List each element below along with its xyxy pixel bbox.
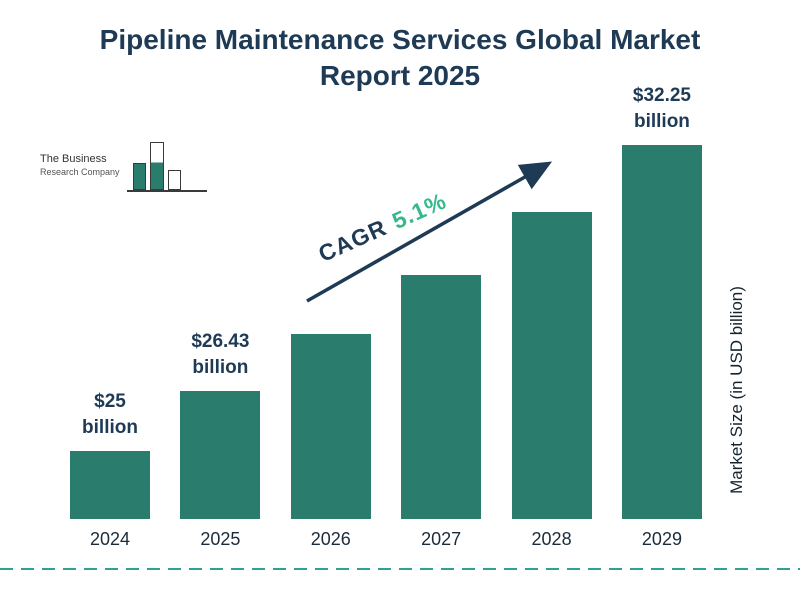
chart-title: Pipeline Maintenance Services Global Mar… xyxy=(99,24,701,92)
bar-2027 xyxy=(401,275,482,519)
logo-text: The Business Research Company xyxy=(40,153,120,192)
company-logo: The Business Research Company xyxy=(40,138,207,192)
bar-value-label-2024: $25 billion xyxy=(82,390,138,439)
bar-column-2027: 2027 xyxy=(401,275,482,550)
bar-2025 xyxy=(180,391,261,519)
logo-bar-1 xyxy=(132,163,146,190)
x-tick-label-2027: 2027 xyxy=(421,529,462,549)
bar-column-2024: $25 billion 2024 xyxy=(70,389,150,550)
bar-chart: $25 billion 2024 $26.43 billion 2025 2026 2027 2… xyxy=(70,85,702,550)
bar-column-2029: $32.25 billion 2029 xyxy=(621,83,702,550)
logo-bar-2 xyxy=(149,142,164,190)
bar-column-2028: 2028 xyxy=(511,212,592,550)
bar-chart-logo-icon xyxy=(126,138,207,192)
bar-value-label-2025: $26.43 billion xyxy=(191,330,250,379)
bar-2024 xyxy=(70,451,150,519)
x-tick-label-2028: 2028 xyxy=(531,529,572,549)
bar-column-2026: 2026 xyxy=(290,334,371,550)
bottom-dashed-line xyxy=(0,568,800,570)
x-tick-label-2026: 2026 xyxy=(310,529,351,549)
bar-2026 xyxy=(290,334,371,519)
bar-column-2025: $26.43 billion 2025 xyxy=(180,329,261,550)
x-tick-label-2029: 2029 xyxy=(641,529,682,549)
y-axis-label: Market Size (in USD billion) xyxy=(727,286,746,494)
logo-line1: The Business xyxy=(40,153,107,165)
bar-2028 xyxy=(511,212,592,519)
x-tick-label-2024: 2024 xyxy=(89,529,131,549)
bar-2029 xyxy=(621,145,702,519)
x-tick-label-2025: 2025 xyxy=(200,529,241,549)
logo-bar-3 xyxy=(167,170,181,190)
logo-line2: Research Company xyxy=(40,166,120,177)
logo-baseline xyxy=(126,190,207,192)
bar-value-label-2029: $32.25 billion xyxy=(632,84,692,133)
